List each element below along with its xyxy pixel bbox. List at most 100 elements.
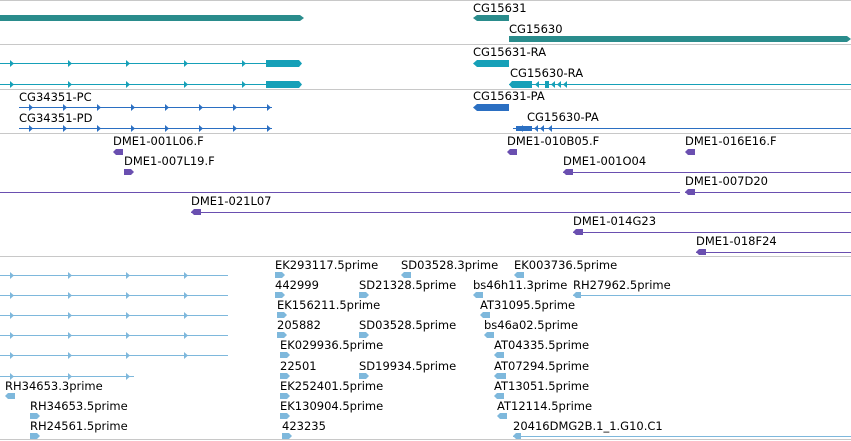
est-feature[interactable]: 205882 bbox=[277, 318, 321, 338]
est-feature[interactable]: EK293117.5prime bbox=[275, 258, 378, 278]
est-feature[interactable]: AT13051.5prime bbox=[494, 379, 589, 399]
est-feature[interactable]: RH24561.5prime bbox=[30, 419, 128, 439]
transcript-feature[interactable] bbox=[0, 60, 302, 67]
cds-feature[interactable]: CG34351-PC bbox=[19, 90, 272, 111]
clone-feature[interactable]: DME1-010B05.F bbox=[507, 134, 599, 155]
transcripts-track[interactable]: CG15631-RA CG15630-RA bbox=[0, 45, 851, 88]
feature-label: CG34351-PC bbox=[19, 90, 92, 104]
feature-label: DME1-018F24 bbox=[696, 234, 777, 248]
feature-label: AT12114.5prime bbox=[497, 399, 592, 413]
cds-feature[interactable]: CG15631-PA bbox=[473, 89, 545, 111]
feature-label: AT13051.5prime bbox=[494, 379, 589, 393]
est-feature[interactable]: AT07294.5prime bbox=[494, 359, 589, 379]
est-feature[interactable]: EK252401.5prime bbox=[280, 379, 383, 399]
feature-label: AT04335.5prime bbox=[494, 338, 589, 352]
feature-label: SD19934.5prime bbox=[359, 359, 456, 373]
feature-label: CG15631-RA bbox=[473, 45, 546, 59]
est-feature[interactable]: AT04335.5prime bbox=[494, 338, 589, 358]
feature-label: SD21328.5prime bbox=[359, 278, 456, 292]
transcript-feature[interactable]: CG15630-RA bbox=[509, 66, 851, 88]
est-feature[interactable]: 442999 bbox=[275, 278, 319, 298]
est-feature[interactable]: 423235 bbox=[282, 419, 326, 439]
feature-label: 20416DMG2B.1_1.G10.C1 bbox=[513, 419, 663, 433]
gene-feature[interactable]: CG15631 bbox=[473, 1, 527, 21]
gene-feature[interactable] bbox=[0, 15, 304, 21]
est-feature[interactable] bbox=[0, 272, 228, 279]
est-feature[interactable]: AT31095.5prime bbox=[480, 298, 575, 318]
est-feature[interactable]: SD03528.3prime bbox=[401, 258, 498, 278]
est-feature[interactable]: 22501 bbox=[280, 359, 317, 379]
cds-track[interactable]: CG34351-PC CG34351-PD CG15631-PA CG15630-PA bbox=[19, 89, 851, 132]
feature-label: DME1-001L06.F bbox=[113, 134, 204, 148]
feature-label: CG15631-PA bbox=[473, 89, 545, 103]
feature-label: CG15630 bbox=[509, 22, 563, 36]
est-feature[interactable]: bs46a02.5prime bbox=[484, 318, 578, 338]
clone-feature[interactable]: DME1-001O04 bbox=[563, 154, 851, 175]
feature-label: SD03528.3prime bbox=[401, 258, 498, 272]
feature-label: AT31095.5prime bbox=[480, 298, 575, 312]
feature-label: bs46h11.3prime bbox=[473, 278, 567, 292]
feature-label: RH27962.5prime bbox=[573, 278, 671, 292]
feature-label: AT07294.5prime bbox=[494, 359, 589, 373]
feature-label: EK003736.5prime bbox=[514, 258, 617, 272]
feature-label: DME1-014G23 bbox=[573, 214, 656, 228]
feature-label: EK252401.5prime bbox=[280, 379, 383, 393]
feature-label: CG15630-RA bbox=[510, 66, 583, 80]
cds-feature[interactable]: CG34351-PD bbox=[19, 111, 272, 132]
feature-label: bs46a02.5prime bbox=[484, 318, 578, 332]
feature-label: CG15631 bbox=[473, 1, 527, 15]
feature-label: EK293117.5prime bbox=[275, 258, 378, 272]
clone-feature[interactable]: DME1-007L19.F bbox=[124, 154, 215, 175]
feature-label: RH24561.5prime bbox=[30, 419, 128, 433]
feature-label: DME1-021L07 bbox=[191, 194, 272, 208]
est-feature[interactable]: EK130904.5prime bbox=[280, 399, 383, 419]
feature-label: EK156211.5prime bbox=[277, 298, 380, 312]
feature-label: 442999 bbox=[275, 278, 319, 292]
est-feature[interactable] bbox=[0, 312, 228, 319]
feature-label: DME1-007L19.F bbox=[124, 154, 215, 168]
est-feature[interactable]: RH34653.5prime bbox=[30, 399, 128, 419]
cds-feature[interactable]: CG15630-PA bbox=[513, 110, 851, 132]
est-feature[interactable]: EK156211.5prime bbox=[277, 298, 380, 318]
transcript-feature[interactable]: CG15631-RA bbox=[473, 45, 546, 67]
clone-feature[interactable]: DME1-016E16.F bbox=[685, 134, 777, 155]
est-feature[interactable]: AT12114.5prime bbox=[497, 399, 592, 419]
est-feature[interactable]: RH27962.5prime bbox=[573, 278, 851, 298]
est-feature[interactable] bbox=[0, 292, 228, 299]
clones-track[interactable]: DME1-001L06.F DME1-010B05.F DME1-016E16.F D… bbox=[0, 134, 851, 255]
est-feature[interactable]: EK003736.5prime bbox=[514, 258, 617, 278]
genes-track[interactable]: CG15631 CG15630 bbox=[0, 1, 851, 42]
est-feature[interactable]: bs46h11.3prime bbox=[473, 278, 567, 298]
feature-label: DME1-010B05.F bbox=[507, 134, 599, 148]
clone-feature[interactable]: DME1-021L07 bbox=[191, 194, 851, 215]
feature-label: 22501 bbox=[280, 359, 317, 373]
feature-label: DME1-007D20 bbox=[685, 174, 768, 188]
feature-label: RH34653.3prime bbox=[5, 379, 103, 393]
feature-label: SD03528.5prime bbox=[359, 318, 456, 332]
feature-label: 423235 bbox=[282, 419, 326, 433]
clone-feature[interactable]: DME1-018F24 bbox=[696, 234, 851, 255]
est-feature[interactable]: RH34653.3prime bbox=[5, 379, 103, 399]
feature-label: CG34351-PD bbox=[19, 111, 93, 125]
est-feature[interactable] bbox=[0, 352, 228, 359]
est-feature[interactable] bbox=[0, 373, 134, 380]
clone-feature[interactable]: DME1-007D20 bbox=[685, 174, 851, 195]
clone-feature[interactable]: DME1-014G23 bbox=[573, 214, 851, 235]
est-feature[interactable]: SD19934.5prime bbox=[359, 359, 456, 379]
est-feature[interactable]: SD03528.5prime bbox=[359, 318, 456, 338]
ests-track[interactable]: RH34653.3prime RH34653.5prime RH24561.5pri… bbox=[0, 258, 851, 439]
est-feature[interactable]: 20416DMG2B.1_1.G10.C1 bbox=[513, 419, 851, 439]
transcript-feature[interactable] bbox=[0, 81, 302, 88]
feature-label: 205882 bbox=[277, 318, 321, 332]
feature-label: RH34653.5prime bbox=[30, 399, 128, 413]
feature-label: DME1-016E16.F bbox=[685, 134, 777, 148]
est-feature[interactable]: SD21328.5prime bbox=[359, 278, 456, 298]
est-feature[interactable]: EK029936.5prime bbox=[280, 338, 383, 358]
est-feature[interactable] bbox=[0, 332, 228, 339]
feature-label: DME1-001O04 bbox=[563, 154, 646, 168]
clone-feature[interactable]: DME1-001L06.F bbox=[113, 134, 204, 155]
gene-feature[interactable]: CG15630 bbox=[509, 22, 851, 42]
